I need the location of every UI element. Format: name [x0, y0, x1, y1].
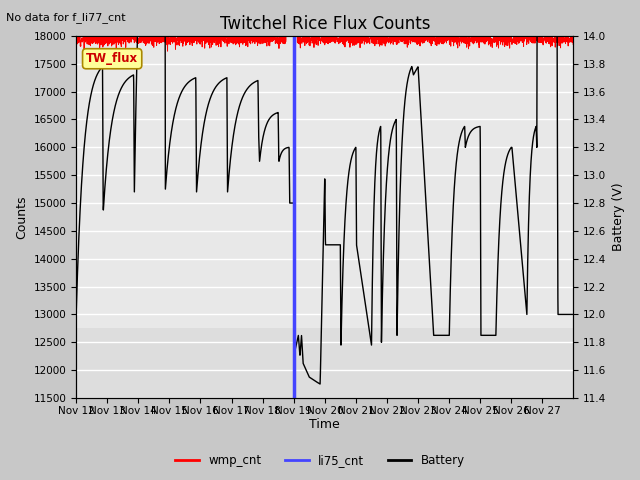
Legend: wmp_cnt, li75_cnt, Battery: wmp_cnt, li75_cnt, Battery	[170, 449, 470, 472]
Y-axis label: Counts: Counts	[15, 195, 28, 239]
Bar	[76, 328, 573, 398]
Text: TW_flux: TW_flux	[86, 52, 138, 65]
Y-axis label: Battery (V): Battery (V)	[612, 183, 625, 251]
Title: Twitchel Rice Flux Counts: Twitchel Rice Flux Counts	[220, 15, 430, 33]
X-axis label: Time: Time	[309, 419, 340, 432]
Text: No data for f_li77_cnt: No data for f_li77_cnt	[6, 12, 126, 23]
